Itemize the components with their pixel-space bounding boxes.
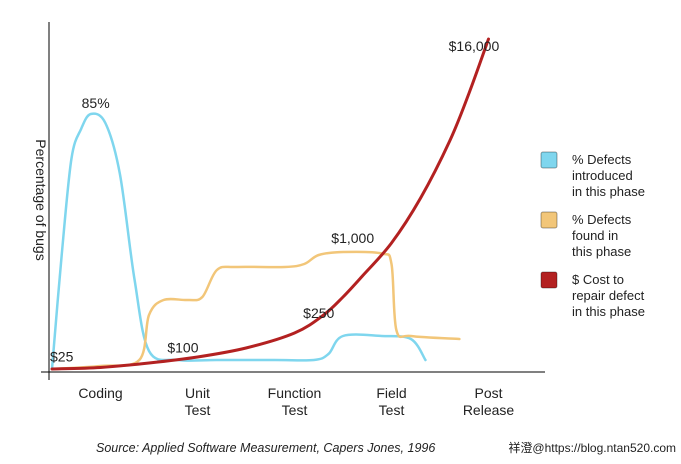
repair-cost-line xyxy=(50,37,490,371)
defects-introduced-line xyxy=(50,112,427,371)
annotation-85: 85% xyxy=(82,95,110,111)
legend-label: % Defects found in this phase xyxy=(572,212,632,259)
annotations: 85% $25 $100 $250 $1,000 $16,000 xyxy=(50,38,499,365)
y-axis-label: Percentage of bugs xyxy=(33,139,49,260)
x-tick-label-field-test: Field Test xyxy=(376,385,406,418)
legend-label: $ Cost to repair defect in this phase xyxy=(572,272,645,319)
series-lines xyxy=(50,37,490,371)
defects-found-line xyxy=(50,250,461,371)
x-tick-label-coding: Coding xyxy=(78,385,122,401)
annotation-16-000: $16,000 xyxy=(449,38,500,54)
legend-item-3: $ Cost to repair defect in this phase xyxy=(540,271,645,319)
legend-item-1: % Defects introduced in this phase xyxy=(540,151,645,199)
legend-label: % Defects introduced in this phase xyxy=(572,152,645,199)
annotation-25: $25 xyxy=(50,349,74,365)
legend-swatch xyxy=(540,211,558,229)
x-tick-label-unit-test: Unit Test xyxy=(185,385,211,418)
annotation-100: $100 xyxy=(167,340,198,356)
legend-swatch xyxy=(540,151,558,169)
legend-item-2: % Defects found in this phase xyxy=(540,211,632,259)
annotation-1-000: $1,000 xyxy=(331,230,374,246)
watermark: 祥澄@https://blog.ntan520.com xyxy=(508,440,676,455)
legend-swatch xyxy=(540,271,558,289)
legend: % Defects introduced in this phase % Defect… xyxy=(540,151,645,319)
x-tick-labels: Coding Unit Test Function Test Field Test Post R… xyxy=(78,385,514,418)
source-caption: Source: Applied Software Measurement, Ca… xyxy=(96,441,435,455)
annotation-250: $250 xyxy=(303,305,334,321)
x-tick-label-function-test: Function Test xyxy=(268,385,322,418)
y-axis: Percentage of bugs xyxy=(33,22,50,380)
x-tick-label-post-release: Post Release xyxy=(463,385,515,418)
